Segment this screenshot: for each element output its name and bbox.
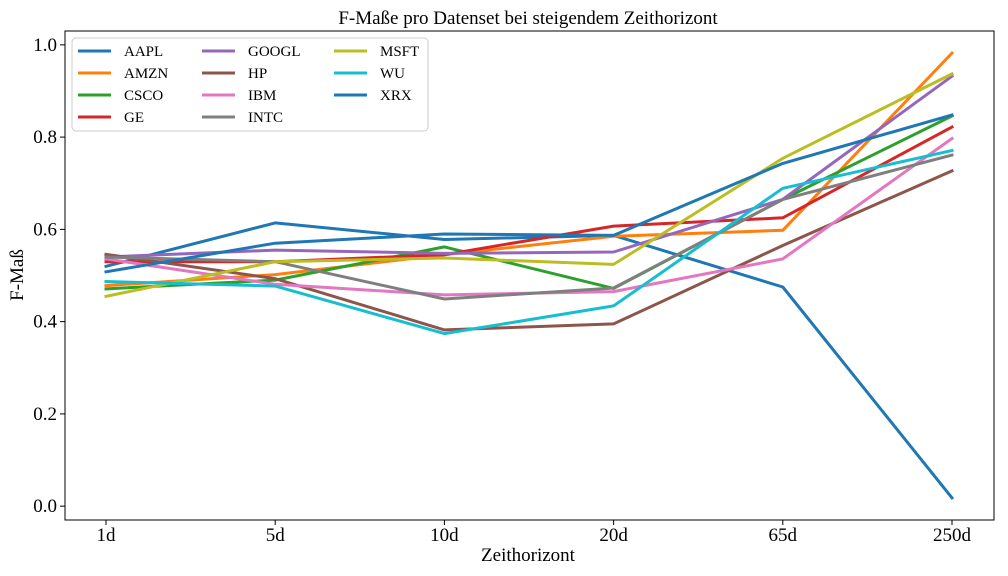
- legend-label: IBM: [248, 88, 276, 104]
- legend-item: GOOGL: [202, 44, 301, 60]
- legend-label: HP: [248, 66, 267, 82]
- legend: AAPL AMZN CSCO GE GOOGL HP IBM INTC MSFT WU XRX: [71, 37, 429, 132]
- x-tick-label: 1d: [97, 525, 117, 546]
- y-tick-label: 0.4: [33, 312, 57, 333]
- legend-label: WU: [380, 66, 405, 82]
- y-axis: 0.0 0.2 0.4 0.6 0.8 1.0: [33, 35, 65, 517]
- legend-item: AMZN: [78, 66, 168, 82]
- legend-label: INTC: [248, 110, 283, 126]
- series-line-googl: [104, 74, 955, 259]
- legend-label: XRX: [380, 88, 412, 104]
- legend-label: AMZN: [124, 66, 168, 82]
- series-line-intc: [104, 153, 954, 301]
- legend-label: GOOGL: [248, 44, 301, 60]
- chart-title: F-Maße pro Datenset bei steigendem Zeith…: [338, 8, 718, 29]
- legend-label: GE: [124, 110, 144, 126]
- plot-area: [64, 30, 995, 521]
- x-tick-label: 5d: [266, 525, 286, 546]
- legend-label: MSFT: [380, 44, 419, 60]
- legend-item: MSFT: [334, 44, 419, 60]
- x-axis: 1d 5d 10d 20d 65d 250d: [97, 520, 972, 546]
- series-line-msft: [104, 71, 955, 299]
- series-line-aapl: [104, 221, 955, 501]
- series-line-wu: [104, 148, 954, 336]
- legend-item: GE: [78, 110, 144, 126]
- legend-item: CSCO: [78, 88, 163, 104]
- legend-item: HP: [202, 66, 267, 82]
- legend-item: XRX: [334, 88, 412, 104]
- legend-item: INTC: [202, 110, 283, 126]
- x-tick-label: 250d: [933, 525, 972, 546]
- legend-box: [71, 37, 429, 132]
- legend-label: AAPL: [124, 44, 163, 60]
- x-tick-label: 65d: [769, 525, 798, 546]
- legend-item: AAPL: [78, 44, 163, 60]
- legend-item: WU: [334, 66, 405, 82]
- legend-label: CSCO: [124, 88, 163, 104]
- x-tick-label: 20d: [599, 525, 628, 546]
- y-tick-label: 0.0: [33, 496, 57, 517]
- y-tick-label: 0.2: [33, 404, 57, 425]
- series-line-hp: [104, 168, 954, 332]
- y-axis-label: F-Maß: [7, 249, 28, 301]
- y-tick-label: 0.6: [33, 219, 57, 240]
- series-line-ge: [104, 124, 955, 264]
- series-line-xrx: [104, 113, 954, 274]
- y-tick-label: 1.0: [33, 35, 57, 56]
- x-axis-label: Zeithorizont: [481, 545, 576, 566]
- legend-item: IBM: [202, 88, 276, 104]
- series-lines: [104, 50, 955, 501]
- series-line-amzn: [104, 50, 955, 288]
- y-tick-label: 0.8: [33, 127, 57, 148]
- x-tick-label: 10d: [430, 525, 459, 546]
